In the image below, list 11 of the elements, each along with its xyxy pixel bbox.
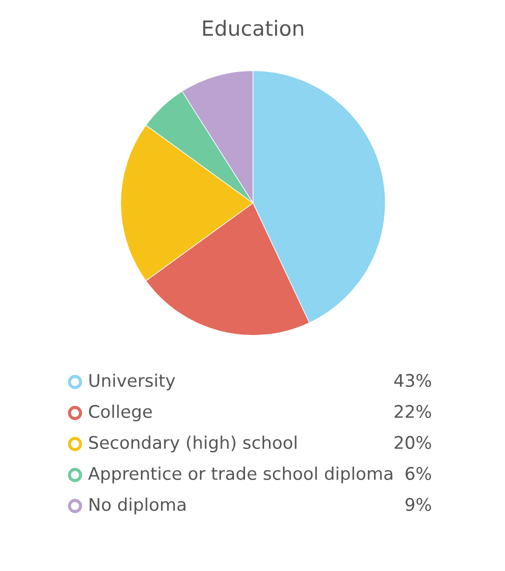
legend-label: College [88, 404, 152, 422]
data-label: 9% [406, 498, 432, 512]
data-label: 20% [394, 436, 432, 450]
data-label: 43% [394, 374, 432, 388]
chart-title: Education [203, 20, 304, 36]
legend-label: University [90, 374, 176, 390]
legend-label: Apprentice or trade school diploma [88, 466, 392, 484]
data-label: 6% [406, 466, 432, 480]
legend-label: Secondary (high) school [89, 436, 296, 452]
legend-label: No diploma [90, 498, 186, 514]
data-label: 22% [394, 404, 432, 418]
